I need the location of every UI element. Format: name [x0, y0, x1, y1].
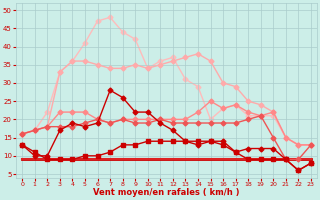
X-axis label: Vent moyen/en rafales ( km/h ): Vent moyen/en rafales ( km/h ) [93, 188, 240, 197]
